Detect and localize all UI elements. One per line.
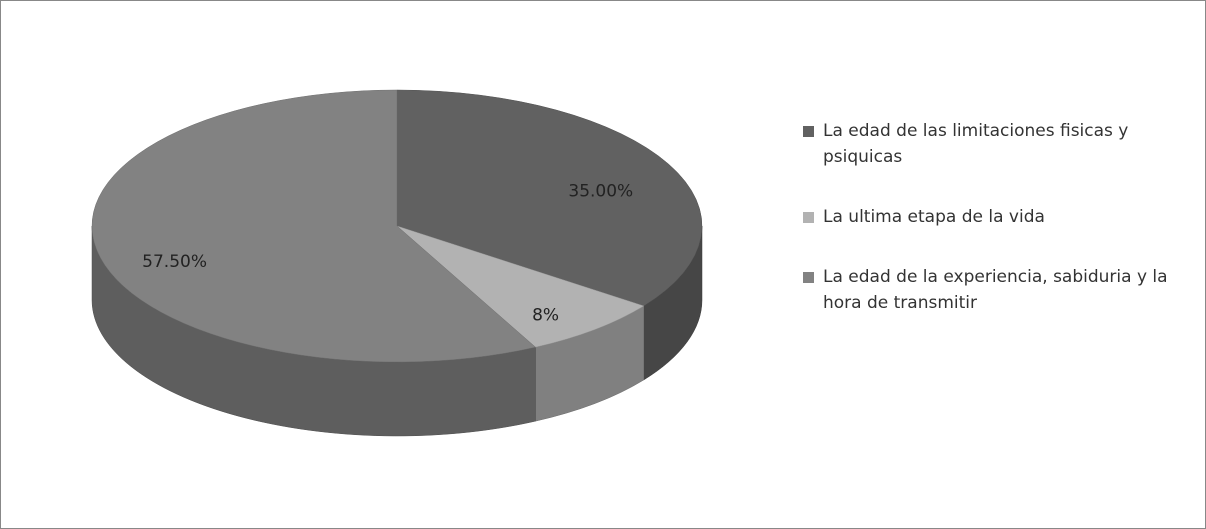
slice-label: 35.00% xyxy=(568,182,633,202)
slice xyxy=(396,225,645,348)
slice-label: 8% xyxy=(532,306,559,326)
slice xyxy=(396,89,703,307)
legend-item: La ultima etapa de la vida xyxy=(803,204,1198,230)
legend-label: La ultima etapa de la vida xyxy=(823,207,1045,227)
legend: La edad de las limitaciones fisicas y ps… xyxy=(803,118,1198,350)
legend-swatch xyxy=(803,126,814,137)
legend-item: La edad de la experiencia, sabiduria y l… xyxy=(803,264,1198,316)
legend-item: La edad de las limitaciones fisicas y ps… xyxy=(803,118,1198,170)
legend-label: La edad de las limitaciones fisicas y ps… xyxy=(823,121,1129,167)
legend-swatch xyxy=(803,272,814,283)
legend-swatch xyxy=(803,212,814,223)
slice-label: 57.50% xyxy=(142,252,207,272)
slice xyxy=(91,89,537,363)
legend-label: La edad de la experiencia, sabiduria y l… xyxy=(823,267,1168,313)
